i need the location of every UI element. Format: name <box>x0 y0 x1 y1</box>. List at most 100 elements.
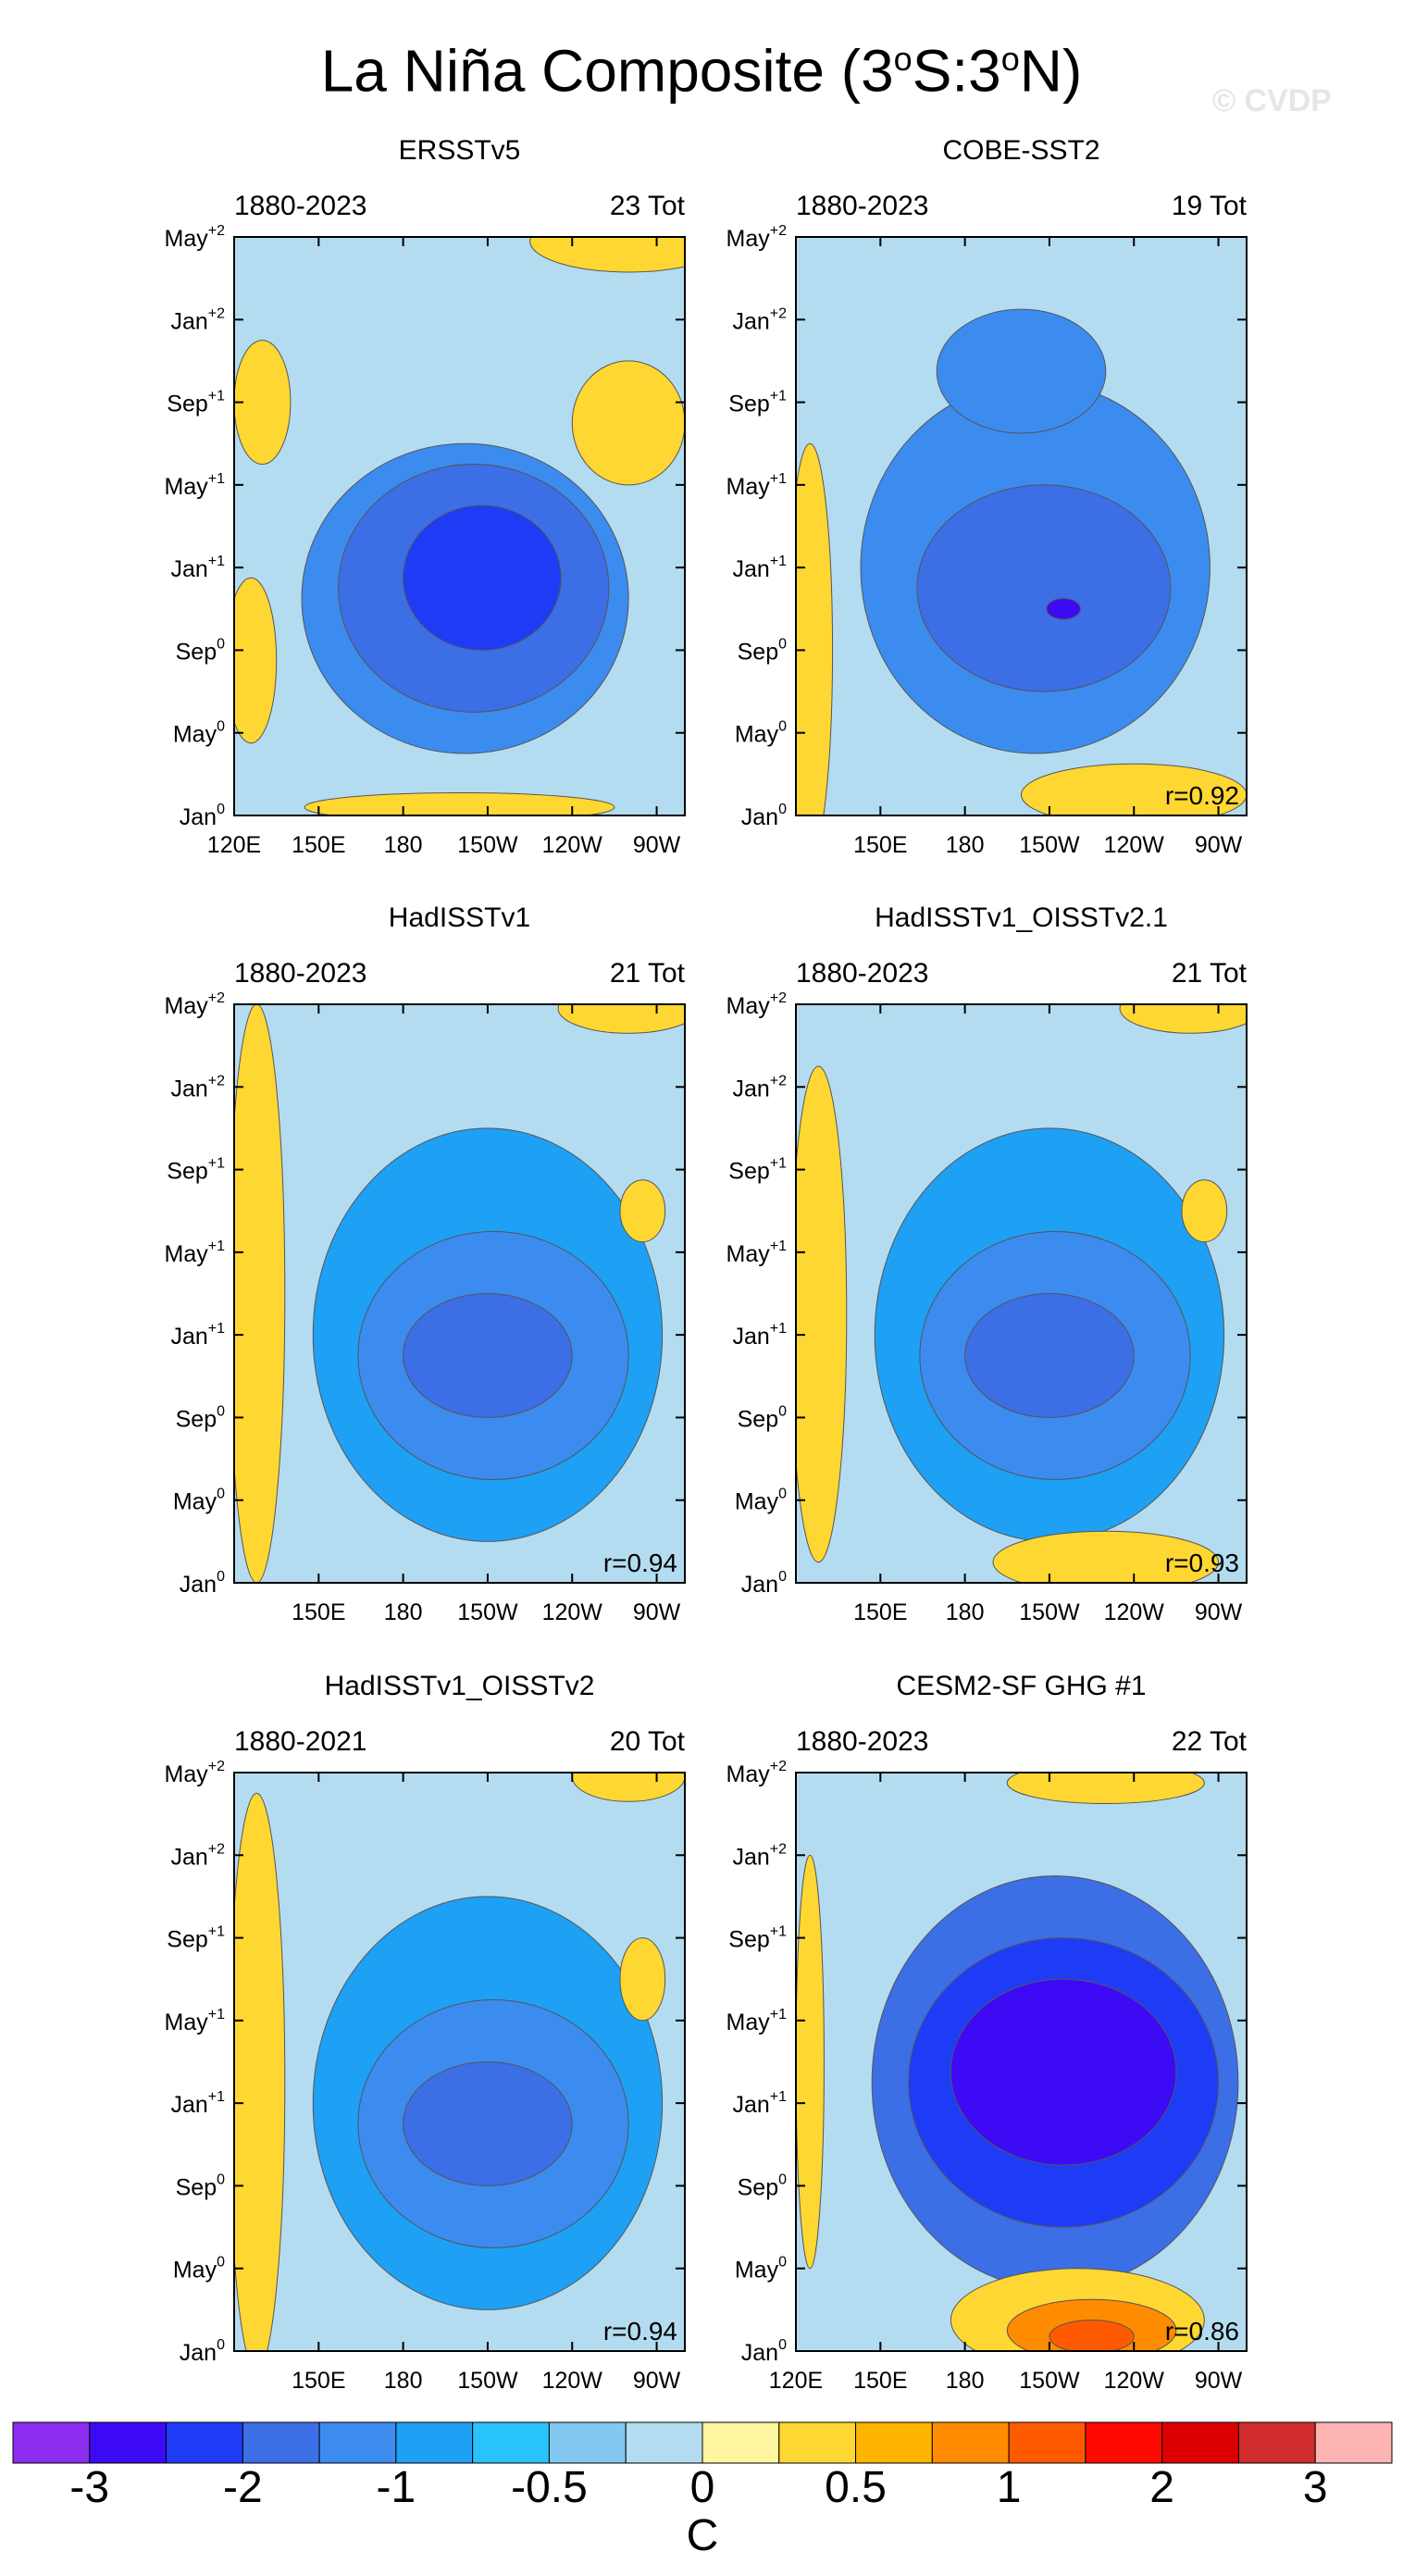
x-tick-label: 90W <box>1195 1599 1243 1625</box>
y-tick-label: May0 <box>173 719 225 748</box>
colorbar-label: 1 <box>996 2463 1022 2512</box>
colorbar-swatch <box>242 2421 320 2464</box>
x-tick-label: 150W <box>1019 832 1080 858</box>
colorbar-swatch <box>395 2421 474 2464</box>
y-tick-label: Jan+2 <box>170 305 225 334</box>
panel-frame <box>233 1003 686 1584</box>
y-tick-label: May+1 <box>165 1238 226 1267</box>
x-tick-label: 120W <box>1104 832 1165 858</box>
y-tick-label: Sep0 <box>738 2172 787 2200</box>
y-tick-label: Sep0 <box>738 1403 787 1432</box>
y-tick-label: Jan+2 <box>732 305 787 334</box>
panel-count: 20 Tot <box>609 1726 685 1757</box>
y-tick-label: Sep+1 <box>728 1924 787 1953</box>
colorbar-swatch <box>931 2421 1010 2464</box>
panel-period: 1880-2023 <box>796 1726 929 1757</box>
correlation-label: r=0.94 <box>603 2317 677 2346</box>
correlation-label: r=0.92 <box>1165 781 1239 810</box>
y-tick-label: Jan+2 <box>170 1073 225 1101</box>
anomaly-region-3 <box>1046 598 1081 620</box>
y-tick-label: Jan0 <box>180 1569 225 1598</box>
panel-count: 23 Tot <box>609 191 685 221</box>
anomaly-region-4 <box>936 308 1107 434</box>
x-tick-label: 120E <box>207 832 261 858</box>
panel-period: 1880-2023 <box>234 958 367 989</box>
colorbar-swatch <box>12 2421 91 2464</box>
anomaly-region-4 <box>571 360 685 486</box>
panel-period: 1880-2023 <box>234 191 367 221</box>
panel-frame <box>795 236 1248 816</box>
anomaly-region-7 <box>529 237 685 273</box>
x-tick-label: 150E <box>853 2368 907 2394</box>
anomaly-region-2 <box>916 484 1172 692</box>
y-tick-label: Jan+1 <box>170 2089 225 2118</box>
panel-period: 1880-2023 <box>796 191 929 221</box>
y-tick-label: Jan0 <box>741 2337 787 2366</box>
y-tick-label: May+2 <box>165 1759 226 1787</box>
y-tick-label: Sep+1 <box>167 1156 225 1185</box>
correlation-label: r=0.86 <box>1165 2317 1239 2346</box>
anomaly-region-4 <box>796 1065 848 1563</box>
colorbar-swatch <box>472 2421 550 2464</box>
panel-frame <box>795 1003 1248 1584</box>
panel-1: Jan0 May0 Sep0 Jan+1 May+1 Sep+1 Jan+2 May+2 120… <box>165 223 686 858</box>
panel-3: Jan0 May0 Sep0 Jan+1 May+1 Sep+1 Jan+2 May+2 150… <box>165 990 686 1625</box>
y-tick-label: May0 <box>735 1487 787 1515</box>
x-tick-label: 120W <box>542 832 603 858</box>
anomaly-region-7 <box>1119 1004 1247 1034</box>
panel-period: 1880-2023 <box>796 958 929 989</box>
colorbar-swatch <box>1085 2421 1163 2464</box>
anomaly-region-3 <box>403 1293 573 1418</box>
y-tick-label: Jan+1 <box>170 1321 225 1350</box>
colorbar-label: -3 <box>69 2463 110 2512</box>
x-tick-label: 120W <box>542 2368 603 2394</box>
colorbar-swatch <box>1237 2421 1316 2464</box>
panel-title: HadISSTv1_OISSTv2.1 <box>875 902 1168 933</box>
colorbar <box>12 2421 1393 2464</box>
colorbar-swatch <box>548 2421 627 2464</box>
y-tick-label: Jan+1 <box>732 2089 787 2118</box>
colorbar-swatch <box>89 2421 168 2464</box>
anomaly-region-5 <box>619 1937 666 2022</box>
x-tick-label: 90W <box>633 832 681 858</box>
anomaly-region-7 <box>796 1854 825 2270</box>
colorbar-swatch <box>625 2421 703 2464</box>
y-tick-label: Jan+1 <box>732 554 787 582</box>
y-tick-label: Jan+2 <box>732 1841 787 1870</box>
y-tick-label: May+2 <box>165 990 226 1019</box>
x-tick-label: 90W <box>1195 832 1243 858</box>
colorbar-swatch <box>1314 2421 1393 2464</box>
panel-title: COBE-SST2 <box>942 135 1100 166</box>
anomaly-region-5 <box>234 577 278 744</box>
y-tick-label: May+1 <box>165 471 226 500</box>
y-tick-label: Jan0 <box>741 1569 787 1598</box>
panel-4: Jan0 May0 Sep0 Jan+1 May+1 Sep+1 Jan+2 May+2 150… <box>726 990 1248 1625</box>
y-tick-label: May+2 <box>726 990 788 1019</box>
y-tick-label: Jan+2 <box>732 1073 787 1101</box>
anomaly-region-5 <box>1181 1179 1228 1243</box>
y-tick-label: Sep0 <box>738 636 787 665</box>
x-tick-label: 150E <box>853 832 907 858</box>
panel-title: HadISSTv1_OISSTv2 <box>324 1671 595 1701</box>
panel-6: Jan0 May0 Sep0 Jan+1 May+1 Sep+1 Jan+2 May+2 120… <box>726 1759 1248 2394</box>
panel-title: HadISSTv1 <box>388 902 531 933</box>
x-tick-label: 120E <box>769 2368 823 2394</box>
anomaly-region-3 <box>950 1978 1177 2166</box>
x-tick-label: 180 <box>946 832 985 858</box>
y-tick-label: Sep+1 <box>167 1924 225 1953</box>
colorbar-label: -0.5 <box>511 2463 588 2512</box>
colorbar-swatch <box>855 2421 933 2464</box>
x-tick-label: 150E <box>292 832 345 858</box>
y-tick-label: Sep+1 <box>728 389 787 417</box>
y-tick-label: Sep0 <box>176 636 225 665</box>
colorbar-swatch <box>166 2421 243 2464</box>
x-tick-label: 180 <box>384 2368 423 2394</box>
colorbar-swatch <box>1161 2421 1239 2464</box>
anomaly-region-4 <box>234 1792 286 2351</box>
anomaly-region-6 <box>234 340 292 466</box>
anomaly-region-6 <box>992 1530 1220 1583</box>
y-tick-label: Sep0 <box>176 2172 225 2200</box>
panel-frame <box>233 236 686 816</box>
colorbar-label: -1 <box>376 2463 416 2512</box>
